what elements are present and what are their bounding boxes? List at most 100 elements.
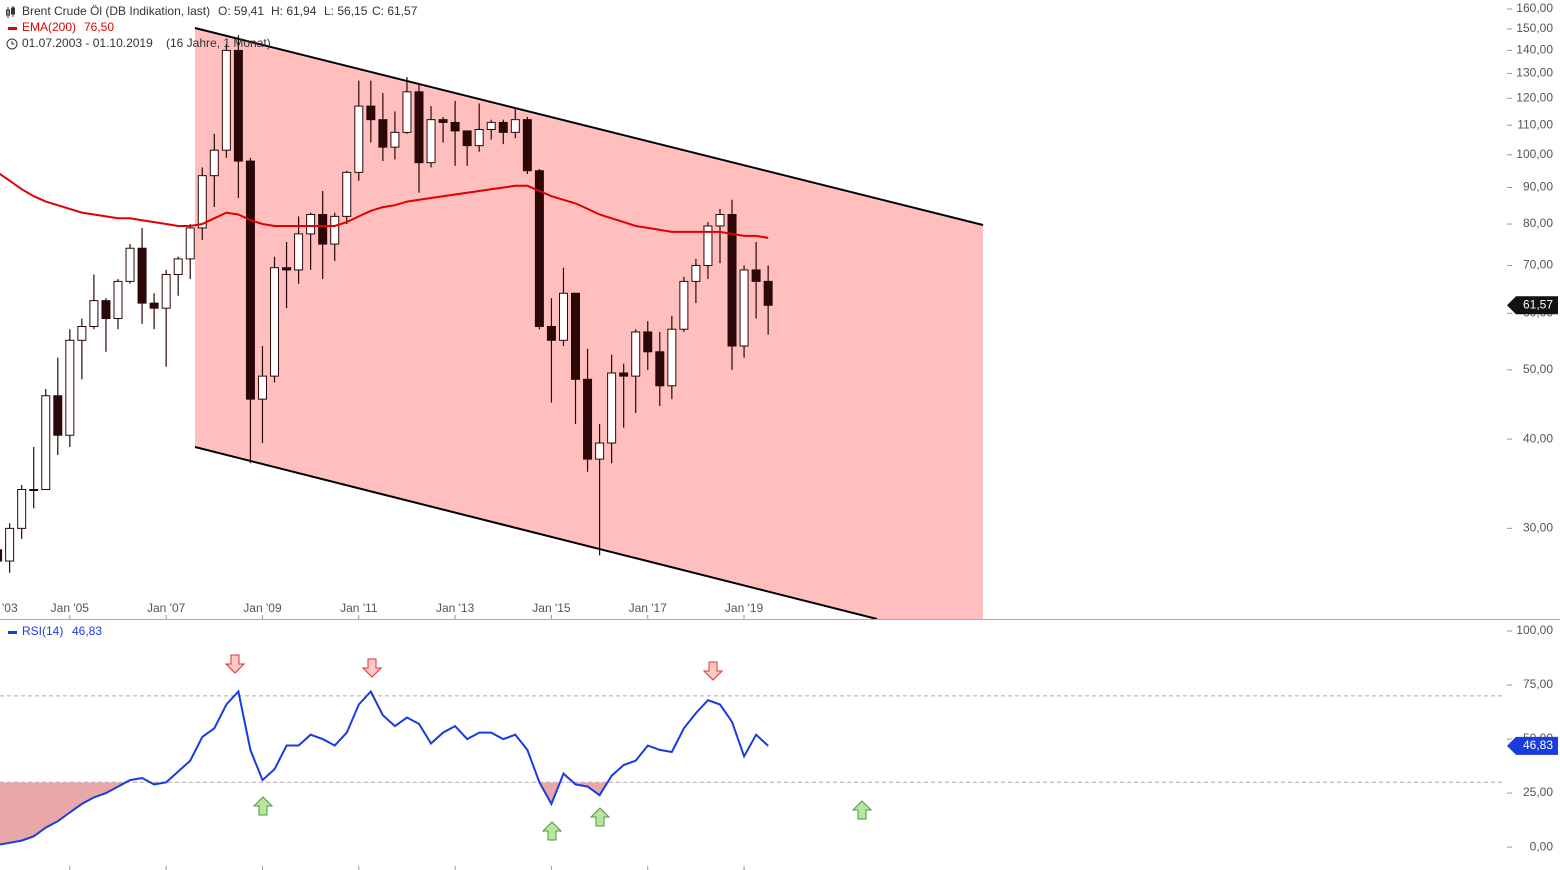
candle-body <box>173 258 183 275</box>
candle-body <box>101 300 111 320</box>
buy-arrow <box>541 821 563 841</box>
buy-arrow <box>589 807 611 827</box>
candle-body <box>53 395 63 436</box>
y-tick-label: 150,00 <box>1516 21 1553 35</box>
x-tick-label: Jan '17 <box>629 601 668 615</box>
candle-icon <box>6 6 15 18</box>
x-tick-label: Jan '05 <box>51 601 90 615</box>
ohlc-open: O: 59,41 <box>218 4 264 18</box>
candle-body <box>306 213 316 235</box>
instrument-title: Brent Crude Öl (DB Indikation, last) <box>22 4 210 18</box>
y-tick-label: 30,00 <box>1523 521 1553 535</box>
last-price-badge <box>1507 296 1558 315</box>
period: 01.07.2003 - 01.10.2019 <box>22 36 153 50</box>
channel-upper <box>194 27 984 226</box>
candle-body <box>715 213 725 227</box>
rsi-plot <box>0 689 1505 846</box>
candle-body <box>65 339 75 436</box>
ohlc-low: L: 56,15 <box>324 4 368 18</box>
y-tick-label: 80,00 <box>1523 216 1553 230</box>
buy-arrow <box>252 796 274 816</box>
candle-body <box>0 549 3 562</box>
candle-body <box>137 247 147 304</box>
candle-body <box>17 489 27 529</box>
candle-body <box>294 233 304 271</box>
candle-body <box>619 372 629 377</box>
sell-arrow <box>361 658 383 678</box>
candle-body <box>643 331 653 353</box>
candle-body <box>29 489 39 492</box>
candle-body <box>209 149 219 177</box>
candle-body <box>354 105 364 173</box>
candle-body <box>270 267 280 377</box>
candle-body <box>77 326 87 341</box>
candle-body <box>125 247 135 282</box>
candle-body <box>583 378 593 460</box>
y-tick-label: 130,00 <box>1516 66 1553 80</box>
candle-body <box>763 280 773 306</box>
ohlc-high: H: 61,94 <box>271 4 317 18</box>
x-tick-label: Jan '09 <box>243 601 282 615</box>
channel-lower <box>194 446 878 619</box>
candle-body <box>486 121 496 130</box>
clock-icon <box>6 38 18 50</box>
candle-body <box>330 215 340 245</box>
candle-body <box>197 175 207 229</box>
candle-body <box>221 49 231 151</box>
sell-arrow <box>702 661 724 681</box>
candle-body <box>534 170 544 328</box>
candle-body <box>679 280 689 330</box>
candle-body <box>426 119 436 164</box>
candle-body <box>595 442 605 460</box>
candle-body <box>558 292 568 341</box>
sell-arrow <box>224 654 246 674</box>
rsi-legend-name: RSI(14) <box>22 624 63 638</box>
candle-body <box>366 105 376 121</box>
x-tick-label: '03 <box>2 601 18 615</box>
last-price-label: 61,57 <box>1523 297 1553 311</box>
ema-legend-name: EMA(200) <box>22 20 76 34</box>
candle-body <box>414 91 424 164</box>
rsi-line <box>0 689 769 846</box>
candle-body <box>510 119 520 133</box>
duration: (16 Jahre, 1 Monat) <box>166 36 271 50</box>
x-tick-label: Jan '11 <box>340 601 378 615</box>
candle-body <box>245 160 255 400</box>
candle-body <box>390 131 400 148</box>
candle-body <box>751 269 761 282</box>
candle-body <box>342 171 352 217</box>
candle-body <box>522 119 532 172</box>
x-tick-label: Jan '19 <box>725 601 764 615</box>
candle-body <box>498 121 508 133</box>
y-tick-label: 120,00 <box>1516 90 1553 104</box>
x-tick-label: Jan '13 <box>436 601 475 615</box>
candle-body <box>282 267 292 271</box>
candle-body <box>474 128 484 147</box>
candle-body <box>571 292 581 380</box>
y-tick-label: 110,00 <box>1517 117 1553 131</box>
candle-body <box>631 331 641 377</box>
candle-body <box>607 372 617 444</box>
x-tick-label: Jan '15 <box>532 601 571 615</box>
y-tick-label: 40,00 <box>1523 431 1553 445</box>
y-tick-label: 0,00 <box>1530 839 1554 853</box>
candle-body <box>233 49 243 162</box>
y-tick-label: 140,00 <box>1516 43 1553 57</box>
candle-body <box>667 328 677 387</box>
ohlc-close: C: 61,57 <box>372 4 418 18</box>
y-tick-label: 70,00 <box>1523 258 1553 272</box>
ema-legend-value: 76,50 <box>84 20 114 34</box>
candle-body <box>450 121 460 132</box>
candle-body <box>703 225 713 266</box>
y-tick-label: 160,00 <box>1516 1 1553 15</box>
trend-channel <box>195 28 983 619</box>
last-rsi-label: 46,83 <box>1523 738 1553 752</box>
candle-body <box>546 326 556 341</box>
candle-body <box>113 280 123 320</box>
candle-body <box>739 269 749 347</box>
oversold-fill <box>0 782 769 845</box>
y-tick-label: 100,00 <box>1516 623 1553 637</box>
x-tick-label: Jan '07 <box>147 601 186 615</box>
